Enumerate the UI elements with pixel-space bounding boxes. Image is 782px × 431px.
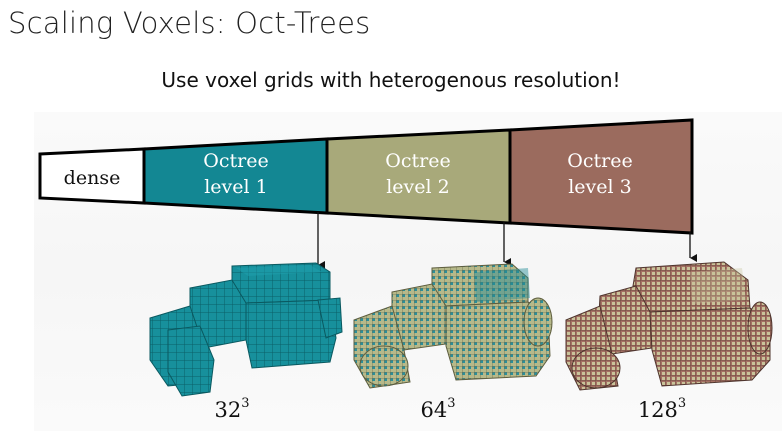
voxel-car-64 [353,263,553,389]
level-3-label-line1: Octree [567,150,632,172]
slide-title: Scaling Voxels: Oct-Trees [8,6,371,40]
level-3-label-line2: level 3 [568,176,632,198]
resolution-base: 32 [214,398,242,422]
level-1-label-line2: level 1 [204,176,268,198]
resolution-base: 64 [420,398,448,422]
voxel-car-32 [149,262,343,397]
voxel-car-128 [565,261,773,391]
slide-subtitle: Use voxel grids with heterogenous resolu… [161,68,621,92]
resolution-label-32: 323 [172,396,292,422]
resolution-base: 128 [637,398,678,422]
level-2-label-line1: Octree [385,150,450,172]
dense-label: dense [64,167,121,189]
resolution-exponent: 3 [241,396,250,411]
resolution-exponent: 3 [447,396,456,411]
resolution-label-128: 1283 [602,396,722,422]
level-1-label-line1: Octree [203,150,268,172]
resolution-exponent: 3 [677,396,687,411]
wedge-segment-level-3 [508,118,694,235]
resolution-label-64: 643 [378,396,498,422]
level-2-label-line2: level 2 [386,176,450,198]
